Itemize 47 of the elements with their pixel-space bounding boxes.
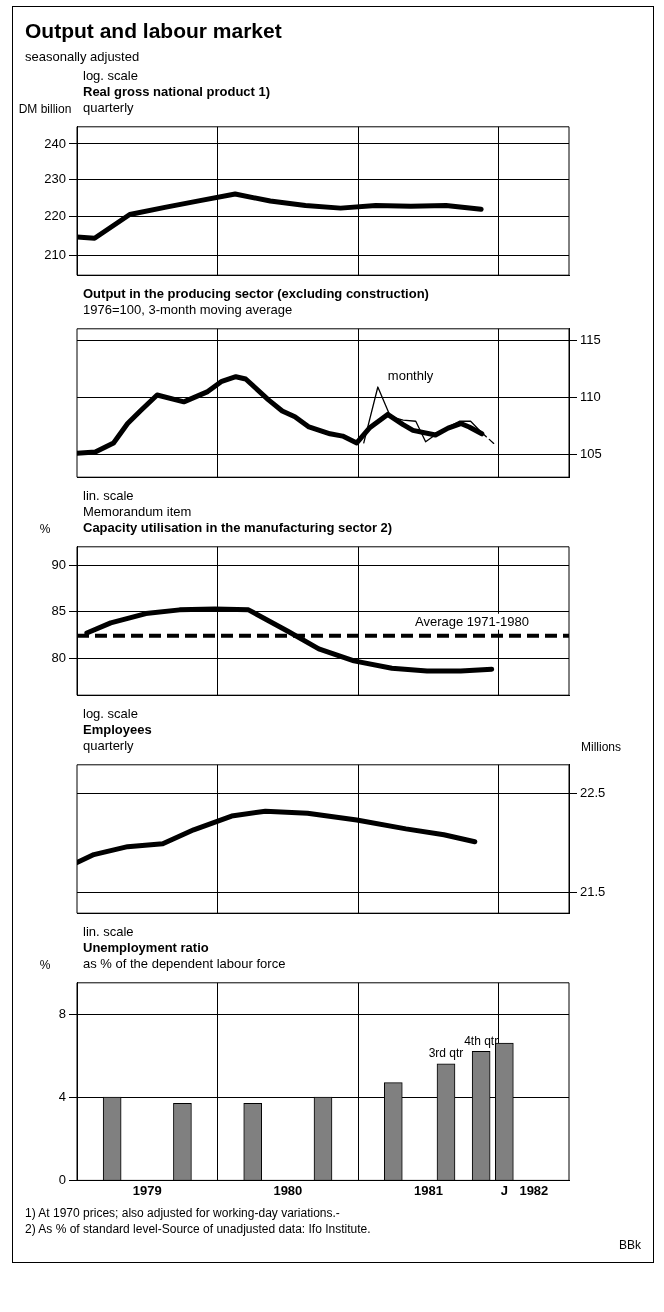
x-tick-label: J (500, 1182, 508, 1198)
text: seasonally adjusted (25, 49, 141, 64)
chart-subtitle: as % of the dependent labour force (83, 956, 287, 972)
chart-title: Real gross national product 1) (83, 84, 271, 99)
y2-axis-title: Millions (580, 740, 622, 754)
text: 1) At 1970 prices; also adjusted for working-day variations.- (25, 1206, 341, 1220)
y2-tick-label: 105 (580, 445, 602, 461)
chart-title: Employees (83, 722, 152, 737)
chart-title: Capacity utilisation in the manufacturing sector 2) (83, 520, 393, 535)
y-tick-label: 220 (44, 207, 66, 223)
y-tick-label: 230 (44, 170, 66, 186)
x-tick-label: 1982 (519, 1182, 549, 1198)
y-tick-label: 4 (58, 1088, 66, 1104)
chart-title: Output in the producing sector (excluding construction) (83, 286, 429, 301)
x-tick-label: 1980 (273, 1182, 303, 1198)
text: lin. scale (83, 924, 135, 940)
text: lin. scale (83, 488, 135, 504)
y2-tick-label: 21.5 (580, 884, 606, 900)
ref-line-label: Average 1971-1980 (415, 613, 529, 629)
chart-subtitle: quarterly (83, 738, 135, 754)
y-axis-title: DM billion (17, 102, 73, 116)
text: Memorandum item (83, 504, 193, 520)
y-axis-title: % (38, 958, 52, 972)
y2-tick-label: 115 (580, 331, 601, 347)
chart-title: Unemployment ratio (83, 940, 209, 955)
y-tick-label: 0 (58, 1171, 66, 1187)
annotation: 4th qtr (464, 1033, 499, 1048)
text: 2) As % of standard level-Source of unadjusted data: Ifo Institute. (25, 1222, 372, 1236)
y2-tick-label: 22.5 (580, 785, 606, 801)
text: BBk (618, 1238, 641, 1252)
series-label: monthly (387, 368, 434, 384)
chart-subtitle: quarterly (83, 100, 135, 116)
y-tick-label: 240 (44, 135, 66, 151)
text: log. scale (83, 706, 139, 722)
text: Output and labour market (25, 19, 283, 43)
y-axis-title: % (38, 522, 52, 536)
annotation: 3rd qtr (428, 1046, 464, 1061)
x-tick-label: 1981 (413, 1182, 443, 1198)
x-tick-label: 1979 (132, 1182, 162, 1198)
y-tick-label: 8 (58, 1005, 66, 1021)
chart-subtitle: 1976=100, 3-month moving average (83, 302, 294, 318)
y-tick-label: 85 (51, 603, 66, 619)
y-tick-label: 210 (44, 246, 66, 262)
y-tick-label: 80 (51, 649, 66, 665)
y2-tick-label: 110 (580, 388, 601, 404)
y-tick-label: 90 (51, 556, 66, 572)
text: log. scale (83, 68, 139, 84)
